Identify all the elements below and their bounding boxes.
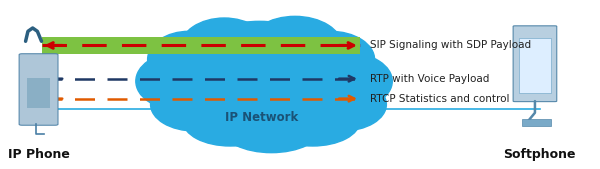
Bar	[519, 38, 551, 93]
Ellipse shape	[136, 53, 218, 110]
Bar	[41, 37, 360, 54]
Ellipse shape	[148, 31, 230, 88]
Text: RTCP Statistics and control: RTCP Statistics and control	[370, 94, 509, 104]
Text: IP Network: IP Network	[225, 111, 298, 124]
Ellipse shape	[298, 78, 386, 131]
Ellipse shape	[248, 16, 342, 76]
Ellipse shape	[203, 31, 304, 98]
FancyBboxPatch shape	[513, 26, 557, 102]
Ellipse shape	[286, 31, 374, 88]
Bar	[522, 119, 551, 126]
Text: SIP Signaling with SDP Payload: SIP Signaling with SDP Payload	[370, 40, 531, 50]
Ellipse shape	[221, 103, 322, 153]
Ellipse shape	[266, 96, 360, 146]
Ellipse shape	[168, 21, 351, 148]
Ellipse shape	[180, 18, 268, 78]
Ellipse shape	[151, 78, 239, 131]
Text: Softphone: Softphone	[503, 148, 576, 161]
Bar	[27, 78, 50, 108]
Text: IP Phone: IP Phone	[8, 148, 70, 161]
Ellipse shape	[304, 53, 392, 110]
Ellipse shape	[183, 96, 277, 146]
FancyBboxPatch shape	[19, 54, 58, 125]
Text: RTP with Voice Payload: RTP with Voice Payload	[370, 74, 489, 84]
